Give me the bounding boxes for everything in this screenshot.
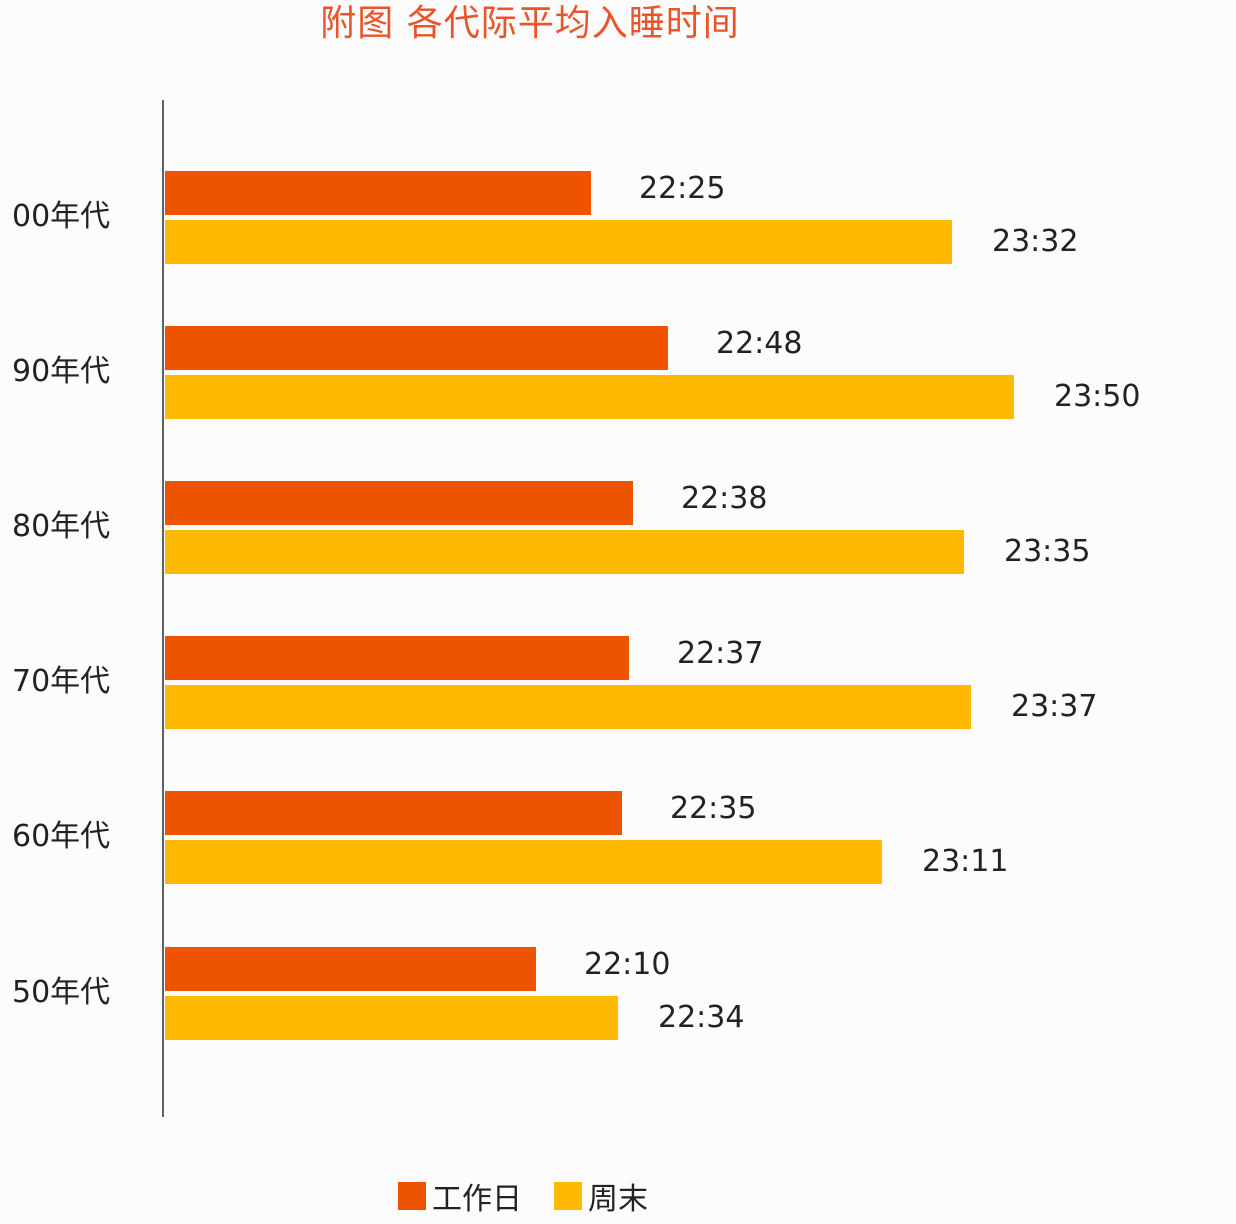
legend-label-weekend: 周末 [588,1182,648,1217]
bar-weekend [165,685,971,729]
value-label-weekend: 23:50 [1054,379,1141,414]
category-label: 00年代 [12,199,111,234]
y-axis-line [162,100,164,1117]
value-label-workday: 22:35 [670,791,757,826]
bar-workday [165,326,668,370]
bar-workday [165,791,622,835]
bar-weekend [165,220,952,264]
bar-weekend [165,996,618,1040]
legend-label-workday: 工作日 [432,1182,522,1217]
value-label-weekend: 23:37 [1011,689,1098,724]
bar-weekend [165,375,1014,419]
category-label: 80年代 [12,509,111,544]
category-label: 90年代 [12,354,111,389]
bar-workday [165,947,536,991]
chart-title: 附图 各代际平均入睡时间 [320,3,740,44]
category-label: 60年代 [12,819,111,854]
legend-item-weekend: 周末 [554,1174,648,1218]
value-label-weekend: 23:35 [1004,534,1091,569]
bar-workday [165,481,633,525]
legend-swatch-weekend [554,1182,582,1210]
bar-weekend [165,530,964,574]
category-label: 50年代 [12,975,111,1010]
value-label-weekend: 23:11 [922,844,1009,879]
bar-weekend [165,840,882,884]
bar-workday [165,636,629,680]
bar-group: 00年代 22:25 23:32 [0,171,1236,281]
value-label-workday: 22:10 [584,947,671,982]
bar-group: 70年代 22:37 23:37 [0,636,1236,746]
legend-item-workday: 工作日 [398,1174,522,1218]
value-label-workday: 22:25 [639,171,726,206]
legend: 工作日 周末 [398,1174,680,1218]
bar-group: 80年代 22:38 23:35 [0,481,1236,591]
value-label-weekend: 22:34 [658,1000,745,1035]
bar-group: 90年代 22:48 23:50 [0,326,1236,436]
category-label: 70年代 [12,664,111,699]
bar-group: 60年代 22:35 23:11 [0,791,1236,901]
legend-swatch-workday [398,1182,426,1210]
value-label-workday: 22:38 [681,481,768,516]
value-label-weekend: 23:32 [992,224,1079,259]
bar-group: 50年代 22:10 22:34 [0,947,1236,1057]
value-label-workday: 22:37 [677,636,764,671]
value-label-workday: 22:48 [716,326,803,361]
bar-workday [165,171,591,215]
